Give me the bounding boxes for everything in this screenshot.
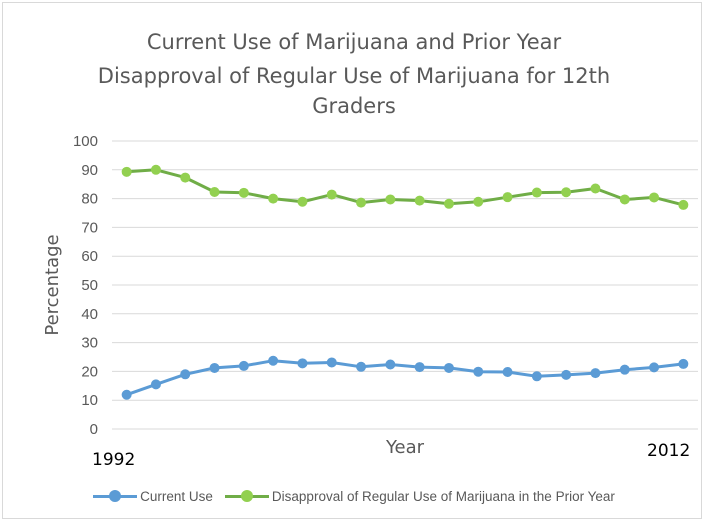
- y-tick-label: 70: [81, 219, 98, 236]
- y-tick-label: 30: [81, 335, 98, 352]
- y-tick-label: 0: [90, 421, 98, 438]
- data-point-series-1: [619, 364, 630, 375]
- data-point-series-1: [502, 366, 513, 377]
- data-point-series-2: [649, 192, 660, 203]
- data-point-series-1: [414, 362, 425, 373]
- series-points: [121, 164, 689, 400]
- data-point-series-1: [121, 389, 132, 400]
- data-point-series-2: [531, 187, 542, 198]
- data-point-series-2: [150, 164, 161, 175]
- data-point-series-1: [238, 360, 249, 371]
- data-point-series-2: [414, 195, 425, 206]
- data-point-series-1: [590, 368, 601, 379]
- legend-key-disapproval: [224, 490, 269, 502]
- data-point-series-1: [209, 362, 220, 373]
- data-point-series-2: [502, 192, 513, 203]
- x-start-label: 1992: [92, 450, 136, 470]
- data-point-series-2: [561, 187, 572, 198]
- chart-frame: [2, 2, 702, 519]
- data-point-series-2: [297, 196, 308, 207]
- legend-label-disapproval: Disapproval of Regular Use of Marijuana …: [271, 488, 615, 504]
- chart-title-line-1: Current Use of Marijuana and Prior Year: [146, 30, 562, 54]
- series-lines: [126, 168, 684, 397]
- data-point-series-2: [326, 189, 337, 200]
- data-point-series-1: [473, 366, 484, 377]
- gridlines: [112, 140, 698, 430]
- x-axis-title: Year: [385, 437, 425, 458]
- data-point-series-1: [531, 371, 542, 382]
- data-point-series-1: [326, 357, 337, 368]
- data-point-series-2: [385, 194, 396, 205]
- data-point-series-2: [619, 194, 630, 205]
- chart-title-line-3: Graders: [312, 94, 396, 118]
- data-point-series-1: [297, 358, 308, 369]
- y-tick-label: 90: [81, 162, 98, 179]
- data-point-series-1: [678, 358, 689, 369]
- data-point-series-1: [443, 362, 454, 373]
- legend-label-current-use: Current Use: [140, 488, 213, 504]
- data-point-series-2: [443, 198, 454, 209]
- x-end-label: 2012: [647, 441, 691, 461]
- legend: Current Use Disapproval of Regular Use o…: [0, 485, 708, 507]
- chart-title-line-2: Disapproval of Regular Use of Marijuana …: [97, 64, 611, 88]
- data-point-series-1: [268, 355, 279, 366]
- data-point-series-2: [678, 199, 689, 210]
- y-tick-label: 40: [81, 306, 98, 323]
- data-point-series-1: [356, 361, 367, 372]
- data-point-series-2: [473, 196, 484, 207]
- y-tick-label: 100: [73, 133, 98, 150]
- legend-item-current-use: Current Use: [93, 489, 213, 504]
- data-point-series-2: [238, 187, 249, 198]
- data-point-series-2: [356, 197, 367, 208]
- data-point-series-2: [121, 166, 132, 177]
- data-point-series-2: [268, 193, 279, 204]
- data-point-series-2: [209, 186, 220, 197]
- data-point-series-2: [180, 172, 191, 183]
- legend-item-disapproval: Disapproval of Regular Use of Marijuana …: [224, 488, 615, 504]
- data-point-series-1: [649, 362, 660, 373]
- data-point-series-1: [561, 369, 572, 380]
- data-point-series-1: [180, 369, 191, 380]
- data-point-series-1: [150, 379, 161, 390]
- y-tick-label: 10: [81, 392, 98, 409]
- y-tick-label: 50: [81, 277, 98, 294]
- y-tick-label: 80: [81, 191, 98, 208]
- data-point-series-2: [590, 183, 601, 194]
- y-axis-title: Percentage: [42, 234, 63, 335]
- legend-key-current-use: [93, 490, 138, 502]
- data-point-series-1: [385, 359, 396, 370]
- y-tick-label: 60: [81, 248, 98, 265]
- y-tick-labels: 0 10 20 30 40 50 60 70 80 90 100: [73, 133, 98, 438]
- y-tick-label: 20: [81, 363, 98, 380]
